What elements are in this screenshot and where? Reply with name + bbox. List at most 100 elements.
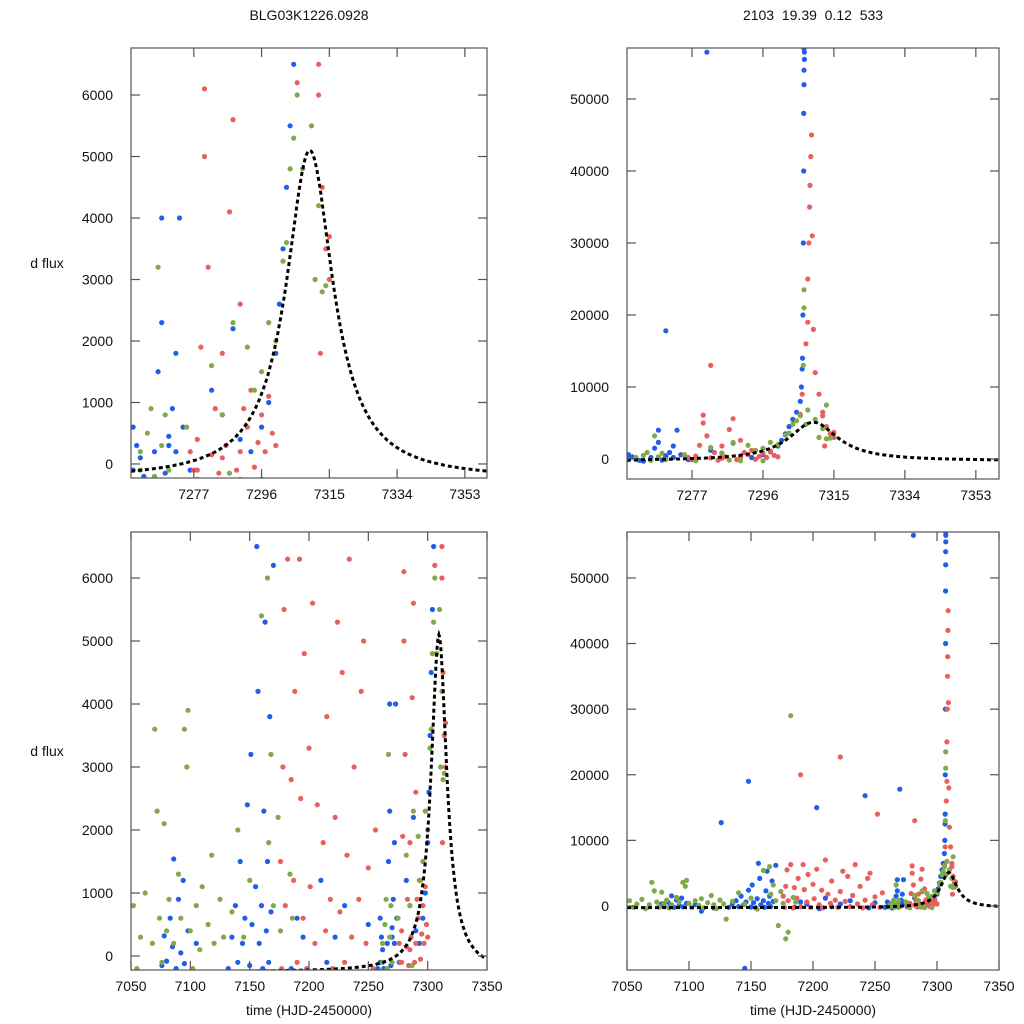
data-point-red — [307, 884, 313, 890]
data-point-blue — [232, 903, 238, 909]
data-point-green — [708, 892, 714, 899]
data-point-green — [429, 651, 435, 657]
data-point-green — [382, 921, 388, 928]
data-point-green — [247, 877, 253, 884]
data-point-green — [639, 896, 645, 903]
data-point-red — [944, 739, 950, 745]
data-point-red — [404, 896, 411, 902]
data-point-blue — [431, 543, 437, 550]
data-point-blue — [670, 443, 676, 449]
data-point-blue — [655, 439, 662, 445]
data-point-red — [237, 449, 243, 455]
x-tick-label: 7296 — [246, 486, 277, 502]
y-tick-label: 3000 — [82, 272, 113, 288]
data-point-green — [786, 430, 792, 436]
data-point-green — [780, 900, 786, 906]
data-point-green — [164, 928, 170, 934]
data-point-blue — [416, 940, 422, 947]
data-point-red — [351, 764, 357, 770]
ylabel-top: d flux — [30, 255, 63, 271]
data-point-blue — [294, 915, 300, 921]
data-point-red — [401, 638, 407, 644]
data-point-green — [197, 947, 203, 953]
xlabel-right: time (HJD-2450000) — [750, 1002, 876, 1018]
data-point-green — [287, 166, 293, 172]
data-point-green — [156, 915, 163, 921]
data-point-green — [770, 882, 776, 888]
data-point-red — [874, 811, 881, 817]
data-point-green — [264, 575, 271, 581]
data-point-red — [918, 876, 924, 882]
data-point-red — [285, 556, 291, 562]
data-point-blue — [166, 433, 172, 439]
data-point-red — [837, 754, 843, 760]
data-point-blue — [261, 808, 267, 814]
data-point-red — [294, 80, 300, 86]
y-tick-label: 4000 — [82, 696, 113, 712]
y-tick-label: 30000 — [570, 235, 609, 251]
data-point-green — [380, 940, 386, 947]
y-tick-label: 50000 — [570, 570, 609, 586]
data-point-red — [807, 204, 813, 210]
x-tick-label: 7200 — [293, 978, 324, 994]
data-point-blue — [249, 921, 255, 928]
data-points — [131, 48, 332, 478]
data-point-red — [944, 706, 950, 712]
data-point-green — [184, 424, 190, 430]
data-point-red — [949, 891, 956, 897]
data-point-blue — [742, 965, 748, 970]
data-point-blue — [847, 898, 853, 904]
data-point-red — [372, 827, 379, 833]
data-point-green — [221, 934, 227, 940]
data-point-green — [431, 619, 437, 625]
data-point-green — [319, 289, 325, 295]
data-point-blue — [943, 588, 949, 594]
data-point-red — [820, 413, 826, 419]
data-point-blue — [237, 436, 243, 442]
data-point-red — [825, 891, 831, 897]
data-point-green — [387, 934, 393, 940]
data-point-red — [700, 412, 706, 418]
data-point-blue — [131, 424, 136, 430]
data-point-red — [800, 862, 806, 868]
data-point-blue — [244, 802, 250, 808]
data-point-green — [266, 320, 272, 326]
data-point-green — [797, 413, 803, 419]
data-point-green — [801, 287, 807, 293]
data-point-red — [402, 751, 408, 758]
panel-top-right: 7277 7296 7315 7334 7353 0 10000 20000 30000 4000… — [570, 47, 1000, 503]
data-point-red — [241, 406, 247, 412]
data-point-blue — [256, 940, 262, 947]
data-point-green — [422, 808, 428, 814]
data-point-green — [395, 915, 401, 921]
data-point-blue — [679, 895, 685, 901]
data-point-blue — [324, 959, 330, 965]
data-point-blue — [270, 562, 276, 569]
data-point-green — [767, 439, 774, 445]
data-point-red — [795, 875, 801, 882]
data-point-blue — [155, 369, 161, 375]
data-point-red — [803, 341, 809, 347]
data-point-green — [676, 899, 682, 905]
data-point-green — [235, 827, 241, 833]
data-point-green — [155, 264, 161, 270]
data-point-green — [812, 416, 818, 422]
data-point-red — [439, 840, 446, 846]
data-point-green — [211, 940, 217, 947]
data-point-red — [205, 264, 211, 270]
data-point-blue — [669, 893, 675, 899]
data-point-blue — [280, 246, 286, 252]
data-point-green — [275, 814, 281, 821]
y-tick-label: 5000 — [82, 633, 113, 649]
data-point-green — [721, 901, 727, 907]
data-point-red — [945, 608, 951, 614]
data-point-blue — [663, 328, 669, 334]
y-tick-label: 50000 — [570, 91, 609, 107]
x-tick-label: 7250 — [353, 978, 384, 994]
data-point-blue — [229, 934, 235, 940]
data-point-blue — [387, 808, 393, 814]
data-point-red — [234, 467, 240, 473]
title-left: BLG03K1226.0928 — [249, 7, 368, 23]
y-tick-label: 0 — [601, 898, 609, 914]
data-point-red — [850, 892, 856, 899]
